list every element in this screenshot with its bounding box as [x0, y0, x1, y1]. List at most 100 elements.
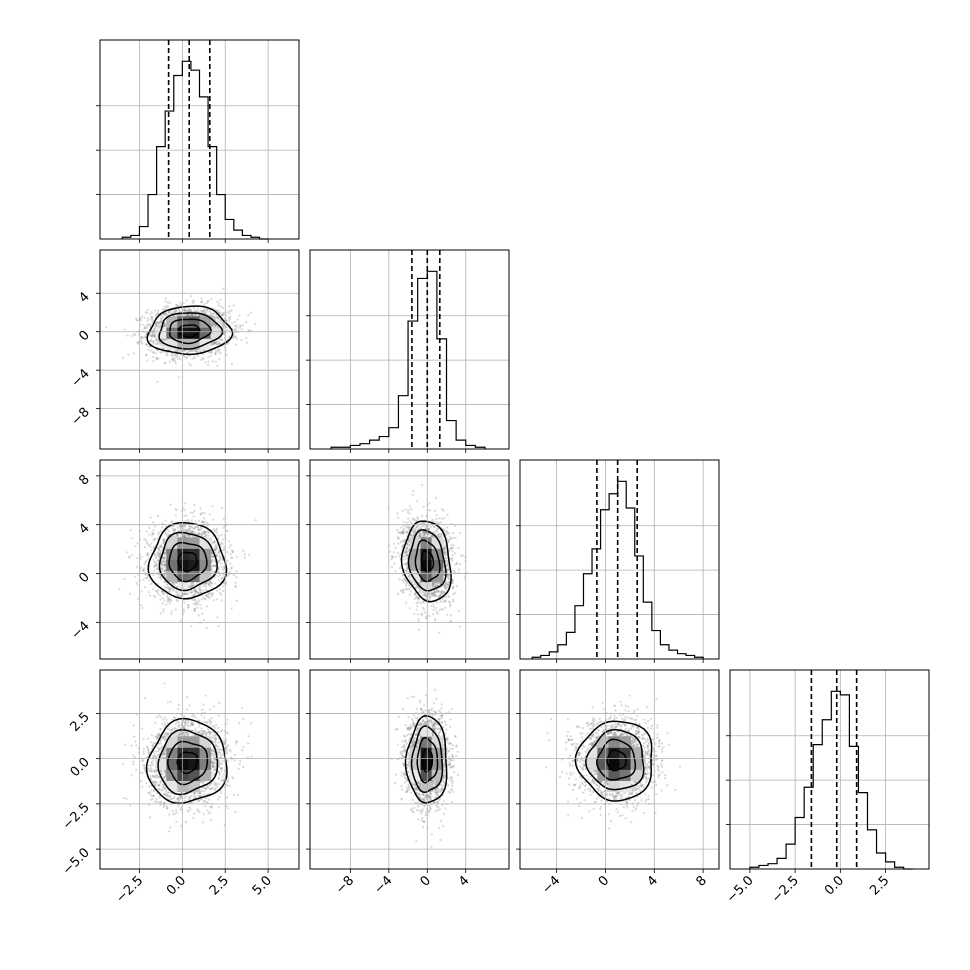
sample-point — [413, 518, 416, 522]
sample-point — [214, 319, 217, 322]
sample-point — [168, 587, 171, 590]
sample-point — [190, 314, 193, 317]
sample-point — [167, 598, 170, 602]
sample-point — [163, 324, 166, 327]
sample-point — [170, 354, 173, 357]
sample-point — [217, 561, 220, 564]
sample-point — [223, 565, 226, 568]
sample-point — [207, 595, 210, 598]
sample-point — [238, 314, 241, 317]
sample-point — [425, 615, 428, 618]
sample-point — [191, 532, 194, 535]
sample-point — [178, 594, 181, 597]
sample-point — [146, 574, 149, 577]
sample-point — [219, 544, 222, 547]
sample-point — [186, 534, 189, 538]
sample-point — [145, 353, 148, 356]
sample-point — [218, 358, 221, 361]
sample-point — [202, 596, 205, 599]
sample-point — [194, 590, 197, 593]
sample-point — [160, 590, 163, 593]
sample-point — [160, 314, 163, 317]
sample-point — [200, 358, 203, 361]
sample-point — [221, 313, 224, 317]
sample-point — [196, 351, 199, 354]
sample-point — [171, 527, 174, 530]
sample-point — [220, 565, 223, 569]
sample-point — [151, 521, 155, 524]
sample-point — [434, 585, 437, 588]
sample-point — [207, 530, 210, 533]
sample-point — [149, 323, 152, 326]
sample-point — [162, 569, 166, 572]
sample-point — [212, 599, 215, 602]
sample-point — [164, 533, 167, 536]
sample-point — [217, 321, 220, 324]
sample-point — [137, 597, 140, 600]
sample-point — [225, 325, 228, 328]
sample-point — [185, 313, 188, 316]
sample-point — [158, 322, 162, 325]
sample-point — [155, 563, 158, 566]
sample-point — [249, 329, 252, 332]
sample-point — [165, 603, 168, 606]
sample-point — [202, 619, 206, 622]
sample-point — [171, 582, 174, 585]
sample-point — [200, 301, 203, 304]
sample-point — [444, 586, 447, 589]
sample-point — [442, 548, 445, 551]
sample-point — [215, 545, 218, 548]
sample-point — [207, 299, 210, 302]
sample-point — [399, 532, 402, 535]
sample-point — [217, 567, 220, 570]
sample-point — [177, 355, 180, 358]
sample-point — [211, 592, 214, 595]
sample-point — [203, 517, 206, 520]
sample-point — [191, 594, 194, 597]
density-cell — [199, 537, 211, 549]
sample-point — [212, 341, 215, 344]
sample-point — [174, 308, 178, 312]
sample-point — [163, 322, 166, 325]
sample-point — [202, 589, 205, 593]
sample-point — [225, 314, 228, 317]
sample-point — [160, 350, 164, 353]
sample-point — [229, 543, 232, 547]
sample-point — [161, 316, 164, 319]
sample-point — [152, 340, 155, 343]
sample-point — [142, 569, 145, 572]
sample-point — [177, 304, 180, 308]
sample-point — [144, 336, 147, 339]
sample-point — [213, 560, 216, 563]
sample-point — [140, 555, 143, 558]
sample-point — [191, 313, 194, 317]
sample-point — [179, 310, 182, 313]
sample-point — [227, 573, 230, 576]
sample-point — [219, 592, 222, 595]
sample-point — [217, 624, 220, 628]
sample-point — [202, 529, 206, 533]
sample-point — [188, 529, 191, 532]
sample-point — [207, 592, 210, 596]
sample-point — [152, 334, 155, 337]
sample-point — [175, 305, 178, 308]
sample-point — [236, 318, 239, 321]
sample-point — [453, 570, 456, 573]
sample-point — [194, 526, 197, 529]
sample-point — [197, 601, 200, 604]
sample-point — [219, 319, 222, 322]
sample-point — [215, 350, 218, 353]
sample-point — [189, 585, 192, 588]
sample-point — [206, 582, 209, 585]
sample-point — [172, 530, 175, 533]
sample-point — [205, 626, 208, 630]
sample-point — [189, 364, 193, 367]
sample-point — [203, 511, 206, 515]
sample-point — [188, 354, 191, 357]
sample-point — [161, 563, 164, 566]
sample-point — [190, 530, 193, 534]
sample-point — [217, 342, 220, 345]
sample-point — [187, 525, 191, 528]
sample-point — [191, 581, 194, 584]
